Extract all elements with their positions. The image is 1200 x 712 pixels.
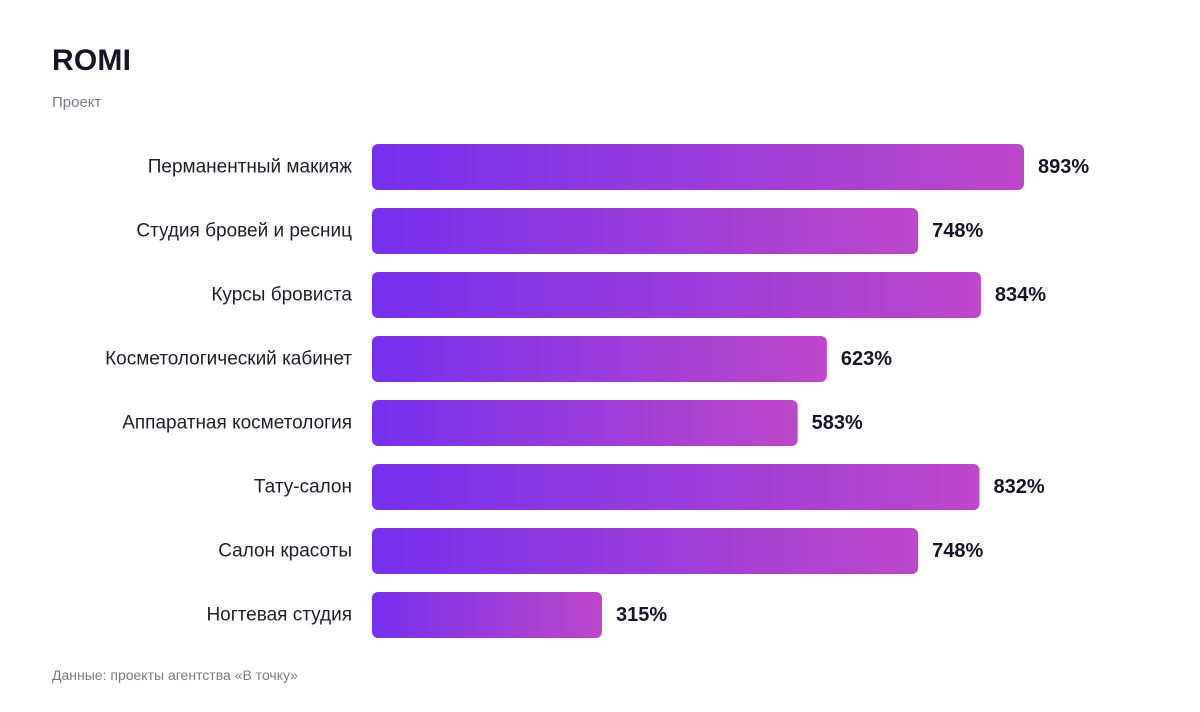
category-label: Косметологический кабинет: [105, 349, 352, 370]
value-label: 583%: [812, 412, 863, 434]
bar: [372, 400, 798, 446]
value-label: 623%: [841, 348, 892, 370]
bars-layer: Перманентный макияж 893% Студия бровей и р…: [105, 144, 1089, 638]
bar: [372, 528, 919, 574]
category-label: Аппаратная косметология: [122, 413, 352, 434]
value-label: 315%: [616, 604, 667, 626]
category-label: Студия бровей и ресниц: [136, 221, 352, 242]
category-label: Перманентный макияж: [148, 157, 353, 178]
bar: [372, 272, 981, 318]
category-label: Тату-салон: [254, 477, 352, 498]
value-label: 748%: [932, 220, 983, 242]
chart-title: ROMI: [52, 44, 132, 77]
bar: [372, 464, 980, 510]
category-label: Курсы бровиста: [211, 285, 352, 306]
category-label: Ногтевая студия: [206, 605, 352, 626]
value-label: 748%: [932, 540, 983, 562]
bar: [372, 592, 602, 638]
bar: [372, 336, 827, 382]
category-label: Салон красоты: [218, 541, 352, 562]
chart-subtitle: Проект: [52, 94, 102, 111]
value-label: 834%: [995, 284, 1046, 306]
data-source-note: Данные: проекты агентства «В точку»: [52, 667, 298, 683]
value-label: 893%: [1038, 156, 1089, 178]
bar: [372, 208, 919, 254]
bar: [372, 144, 1024, 190]
value-label: 832%: [993, 476, 1044, 498]
